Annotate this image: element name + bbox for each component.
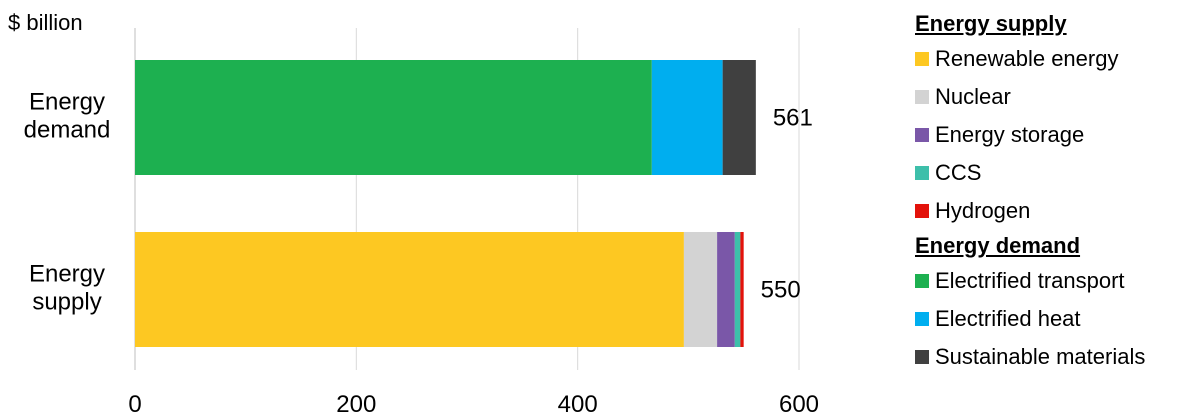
legend-label: Sustainable materials xyxy=(935,344,1146,369)
total-label: 550 xyxy=(761,277,801,304)
bars xyxy=(135,60,756,347)
bar-segment xyxy=(651,60,723,175)
legend-item: Sustainable materials xyxy=(915,338,1194,376)
legend-swatch xyxy=(915,204,929,218)
bar-segment xyxy=(722,60,756,175)
bar-segment xyxy=(135,60,652,175)
legend-label: CCS xyxy=(935,160,982,185)
category-label: demand xyxy=(24,117,111,144)
legend-label: Hydrogen xyxy=(935,198,1031,223)
category-label: Energy xyxy=(29,261,105,288)
legend-swatch xyxy=(915,350,929,364)
x-tick-label: 200 xyxy=(336,391,376,417)
legend-swatch xyxy=(915,312,929,326)
x-tick-label: 400 xyxy=(558,391,598,417)
total-label: 561 xyxy=(773,105,813,132)
bar-segment xyxy=(135,232,684,347)
x-tick-label: 0 xyxy=(128,391,141,417)
legend-swatch xyxy=(915,274,929,288)
bar-segment xyxy=(717,232,735,347)
legend-swatch xyxy=(915,128,929,142)
bar-segment xyxy=(683,232,718,347)
legend-label: Electrified transport xyxy=(935,268,1125,293)
legend-group-title: Energy demand xyxy=(915,233,1081,258)
stacked-bar-chart: $ billion 0 200 400 600561Energydemand550En… xyxy=(8,10,819,417)
legend-item: Hydrogen xyxy=(915,192,1194,230)
legend-swatch xyxy=(915,90,929,104)
legend-label: Electrified heat xyxy=(935,306,1081,331)
legend-swatch xyxy=(915,166,929,180)
legend-label: Nuclear xyxy=(935,84,1011,109)
category-label: Energy xyxy=(29,89,105,116)
legend-item: Nuclear xyxy=(915,78,1194,116)
legend-swatch xyxy=(915,52,929,66)
category-label: supply xyxy=(32,289,101,316)
legend-label: Energy storage xyxy=(935,122,1085,147)
legend-item: Renewable energy xyxy=(915,40,1194,78)
legend-label: Renewable energy xyxy=(935,46,1119,71)
legend-item: Electrified heat xyxy=(915,300,1194,338)
bar-segment xyxy=(740,232,744,347)
unit-label: $ billion xyxy=(8,10,83,35)
legend-item: Energy storage xyxy=(915,116,1194,154)
legend-group-title: Energy supply xyxy=(915,11,1067,36)
legend-item: CCS xyxy=(915,154,1194,192)
legend-item: Electrified transport xyxy=(915,262,1194,300)
bar-segment xyxy=(734,232,741,347)
x-tick-label: 600 xyxy=(779,391,819,417)
legend: Energy supply Renewable energy Nuclear Ener… xyxy=(915,8,1194,376)
